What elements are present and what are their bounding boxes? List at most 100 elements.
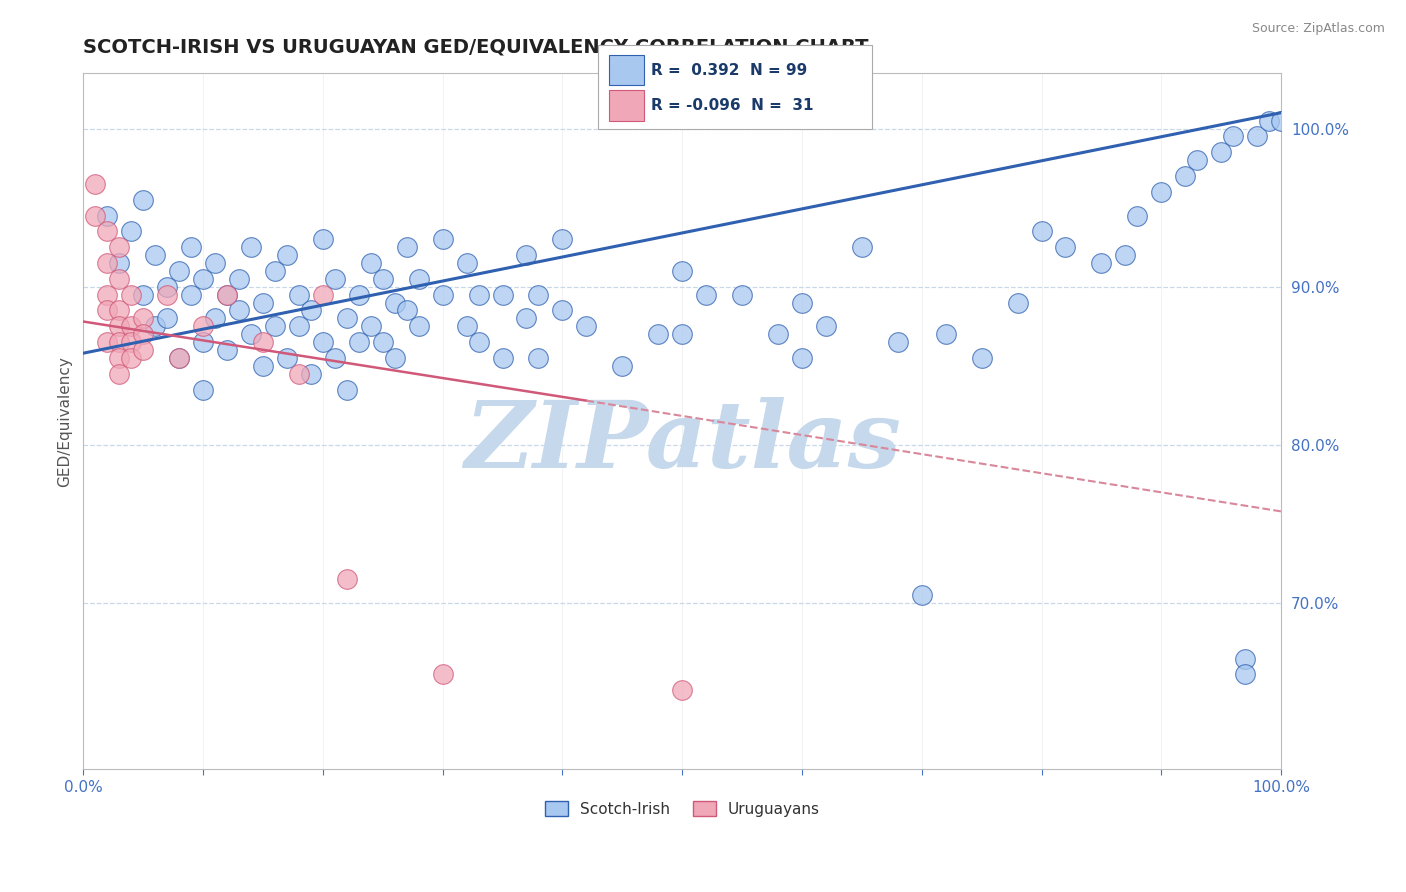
Point [156, 287, 179, 301]
Point [1234, 667, 1257, 681]
Text: ZIPatlas: ZIPatlas [464, 397, 901, 487]
Point [671, 327, 693, 342]
Point [312, 335, 335, 350]
Point [191, 335, 214, 350]
Point [515, 311, 537, 326]
Point [108, 256, 131, 270]
Point [299, 303, 322, 318]
Point [204, 256, 226, 270]
Point [1126, 209, 1149, 223]
Point [96, 209, 118, 223]
Point [1258, 113, 1281, 128]
Point [96, 335, 118, 350]
Point [790, 295, 813, 310]
Point [491, 287, 513, 301]
Point [1270, 113, 1292, 128]
Point [264, 264, 287, 278]
Point [432, 232, 454, 246]
Point [120, 287, 142, 301]
Point [167, 351, 190, 365]
Point [180, 287, 202, 301]
Point [384, 351, 406, 365]
Point [456, 256, 478, 270]
Point [191, 272, 214, 286]
Point [695, 287, 717, 301]
Point [371, 335, 394, 350]
Point [347, 287, 370, 301]
Point [84, 209, 107, 223]
Point [132, 343, 155, 357]
Text: SCOTCH-IRISH VS URUGUAYAN GED/EQUIVALENCY CORRELATION CHART: SCOTCH-IRISH VS URUGUAYAN GED/EQUIVALENC… [83, 37, 869, 56]
Point [336, 383, 359, 397]
Point [156, 311, 179, 326]
Point [671, 264, 693, 278]
Point [288, 319, 311, 334]
Point [970, 351, 993, 365]
Point [108, 335, 131, 350]
Point [360, 256, 382, 270]
Point [156, 279, 179, 293]
Point [456, 319, 478, 334]
Point [575, 319, 598, 334]
Point [167, 264, 190, 278]
Point [264, 319, 287, 334]
Point [191, 319, 214, 334]
Point [299, 367, 322, 381]
Point [228, 272, 250, 286]
Point [132, 193, 155, 207]
Point [240, 240, 263, 254]
Point [612, 359, 634, 373]
Point [143, 248, 166, 262]
Point [240, 327, 263, 342]
Point [252, 295, 274, 310]
Point [1031, 224, 1053, 238]
Point [108, 319, 131, 334]
Point [527, 351, 550, 365]
Point [395, 240, 418, 254]
Point [851, 240, 873, 254]
Point [323, 351, 346, 365]
Text: R =  0.392  N = 99: R = 0.392 N = 99 [651, 62, 807, 78]
Point [132, 327, 155, 342]
Point [288, 287, 311, 301]
Point [288, 367, 311, 381]
Point [1222, 129, 1244, 144]
Point [108, 303, 131, 318]
Point [204, 311, 226, 326]
Point [108, 272, 131, 286]
Point [887, 335, 910, 350]
Point [108, 367, 131, 381]
Point [312, 287, 335, 301]
Point [96, 256, 118, 270]
Point [911, 588, 934, 602]
Point [1174, 169, 1197, 183]
Point [347, 335, 370, 350]
Point [790, 351, 813, 365]
Point [467, 335, 489, 350]
Point [215, 287, 238, 301]
Point [120, 351, 142, 365]
Point [323, 272, 346, 286]
Point [1007, 295, 1029, 310]
Point [1150, 185, 1173, 199]
Point [228, 303, 250, 318]
Point [551, 303, 574, 318]
Point [408, 272, 430, 286]
Point [120, 319, 142, 334]
Point [312, 232, 335, 246]
Point [336, 311, 359, 326]
Point [120, 335, 142, 350]
Point [336, 573, 359, 587]
Point [731, 287, 754, 301]
Point [96, 287, 118, 301]
Legend: Scotch-Irish, Uruguayans: Scotch-Irish, Uruguayans [537, 793, 827, 824]
Point [276, 351, 298, 365]
Point [120, 224, 142, 238]
Point [276, 248, 298, 262]
Y-axis label: GED/Equivalency: GED/Equivalency [58, 356, 72, 487]
Point [1234, 651, 1257, 665]
Point [84, 177, 107, 191]
Point [180, 240, 202, 254]
Text: Source: ZipAtlas.com: Source: ZipAtlas.com [1251, 22, 1385, 36]
Point [1211, 145, 1233, 160]
